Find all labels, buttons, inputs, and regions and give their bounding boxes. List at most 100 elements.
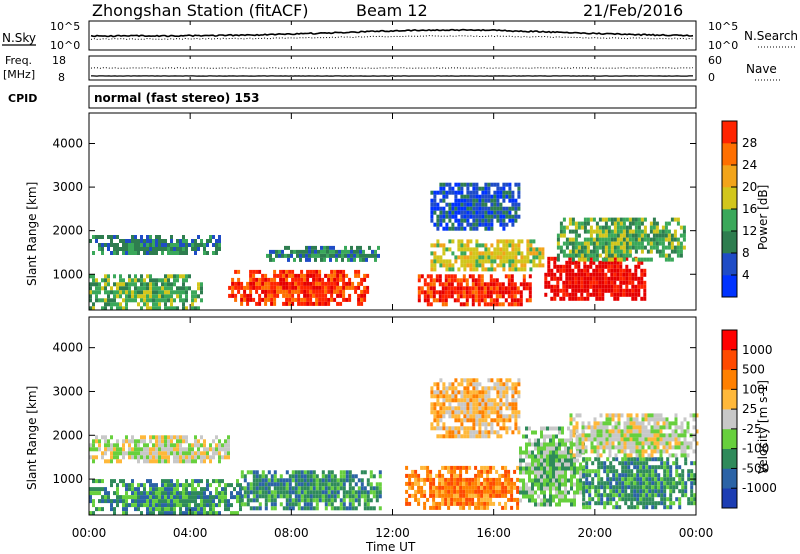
power-cell	[640, 280, 644, 285]
velocity-cell	[333, 498, 337, 503]
power-cell	[634, 229, 638, 234]
power-cell	[511, 255, 515, 260]
velocity-cell	[143, 491, 146, 496]
velocity-cell	[170, 499, 173, 504]
velocity-colorbar-frame	[721, 329, 738, 509]
power-cell	[610, 245, 614, 250]
velocity-cell	[480, 469, 484, 474]
velocity-cell	[339, 470, 343, 475]
velocity-cell	[585, 473, 589, 478]
velocity-cell	[558, 426, 561, 431]
velocity-cell	[603, 501, 607, 506]
velocity-cell	[453, 493, 457, 498]
velocity-cell	[528, 466, 531, 471]
power-cell	[484, 243, 488, 248]
velocity-cell	[490, 402, 494, 407]
power-cell	[332, 249, 335, 254]
power-cell	[197, 247, 200, 251]
velocity-cell	[651, 489, 655, 494]
power-cell	[568, 292, 572, 297]
power-cell	[98, 290, 101, 295]
velocity-cell	[511, 406, 515, 411]
velocity-cell	[478, 430, 482, 435]
velocity-cell	[623, 449, 627, 454]
velocity-cell	[549, 458, 552, 463]
power-cell	[200, 298, 203, 303]
power-cell	[528, 282, 532, 287]
velocity-cell	[546, 474, 549, 479]
velocity-cell	[478, 398, 482, 403]
power-cell	[550, 288, 554, 293]
power-cell	[513, 290, 517, 295]
velocity-cell	[414, 489, 418, 494]
velocity-cell	[448, 414, 452, 419]
velocity-cell	[426, 497, 430, 502]
velocity-cell	[140, 483, 143, 488]
velocity-cell	[246, 470, 250, 475]
velocity-cell	[686, 445, 690, 450]
velocity-cell	[197, 507, 200, 512]
power-cell	[559, 229, 563, 234]
power-cell	[282, 289, 286, 294]
velocity-cell	[405, 481, 409, 486]
power-cell	[538, 255, 542, 260]
velocity-cell	[525, 470, 528, 475]
velocity-cell	[408, 477, 412, 482]
power-cell	[155, 302, 158, 307]
velocity-cell	[564, 494, 567, 499]
velocity-cell	[549, 434, 552, 439]
power-cell	[110, 306, 113, 311]
power-cell	[502, 194, 506, 199]
power-cell	[625, 253, 629, 258]
power-cell	[559, 221, 563, 226]
power-cell	[505, 255, 509, 260]
velocity-cell	[669, 481, 673, 486]
power-cell	[598, 233, 602, 238]
velocity-cell	[188, 495, 191, 500]
velocity-cell	[472, 426, 476, 431]
velocity-cell	[605, 429, 609, 434]
velocity-cell	[645, 489, 649, 494]
velocity-cell	[674, 437, 678, 442]
velocity-cell	[321, 486, 325, 491]
velocity-cell	[516, 497, 520, 502]
velocity-cell	[110, 483, 113, 488]
power-cell	[520, 263, 524, 268]
power-cell	[475, 243, 479, 248]
velocity-cell	[540, 426, 543, 431]
velocity-cell	[475, 398, 479, 403]
power-cell	[526, 243, 530, 248]
velocity-cell	[627, 485, 631, 490]
velocity-ytick-label: 2000	[52, 428, 83, 442]
power-cell	[432, 294, 436, 299]
velocity-cell	[472, 414, 476, 419]
velocity-cell	[534, 502, 537, 507]
velocity-cell	[378, 486, 382, 491]
power-cell	[541, 247, 545, 252]
power-cell	[565, 292, 569, 297]
velocity-cell	[588, 473, 592, 478]
velocity-cell	[448, 402, 452, 407]
velocity-cell	[315, 474, 319, 479]
velocity-cell	[663, 477, 667, 482]
power-cell	[125, 298, 128, 303]
power-cell	[481, 251, 485, 256]
power-cell	[448, 190, 452, 195]
power-cell	[125, 290, 128, 295]
power-cell	[122, 298, 125, 303]
velocity-cell	[635, 429, 639, 434]
velocity-cell	[279, 474, 283, 479]
velocity-cell	[454, 410, 458, 415]
velocity-cell	[484, 434, 488, 439]
power-colorbar-tick-label: 16	[742, 202, 757, 216]
velocity-cell	[650, 429, 654, 434]
power-ylabel: Slant Range [km]	[25, 182, 39, 286]
velocity-cell	[493, 402, 497, 407]
velocity-cell	[654, 493, 658, 498]
power-cell	[218, 235, 221, 239]
velocity-cell	[558, 486, 561, 491]
velocity-cell	[605, 425, 609, 430]
power-cell	[342, 285, 346, 290]
power-cell	[676, 237, 680, 242]
power-cell	[643, 225, 647, 230]
